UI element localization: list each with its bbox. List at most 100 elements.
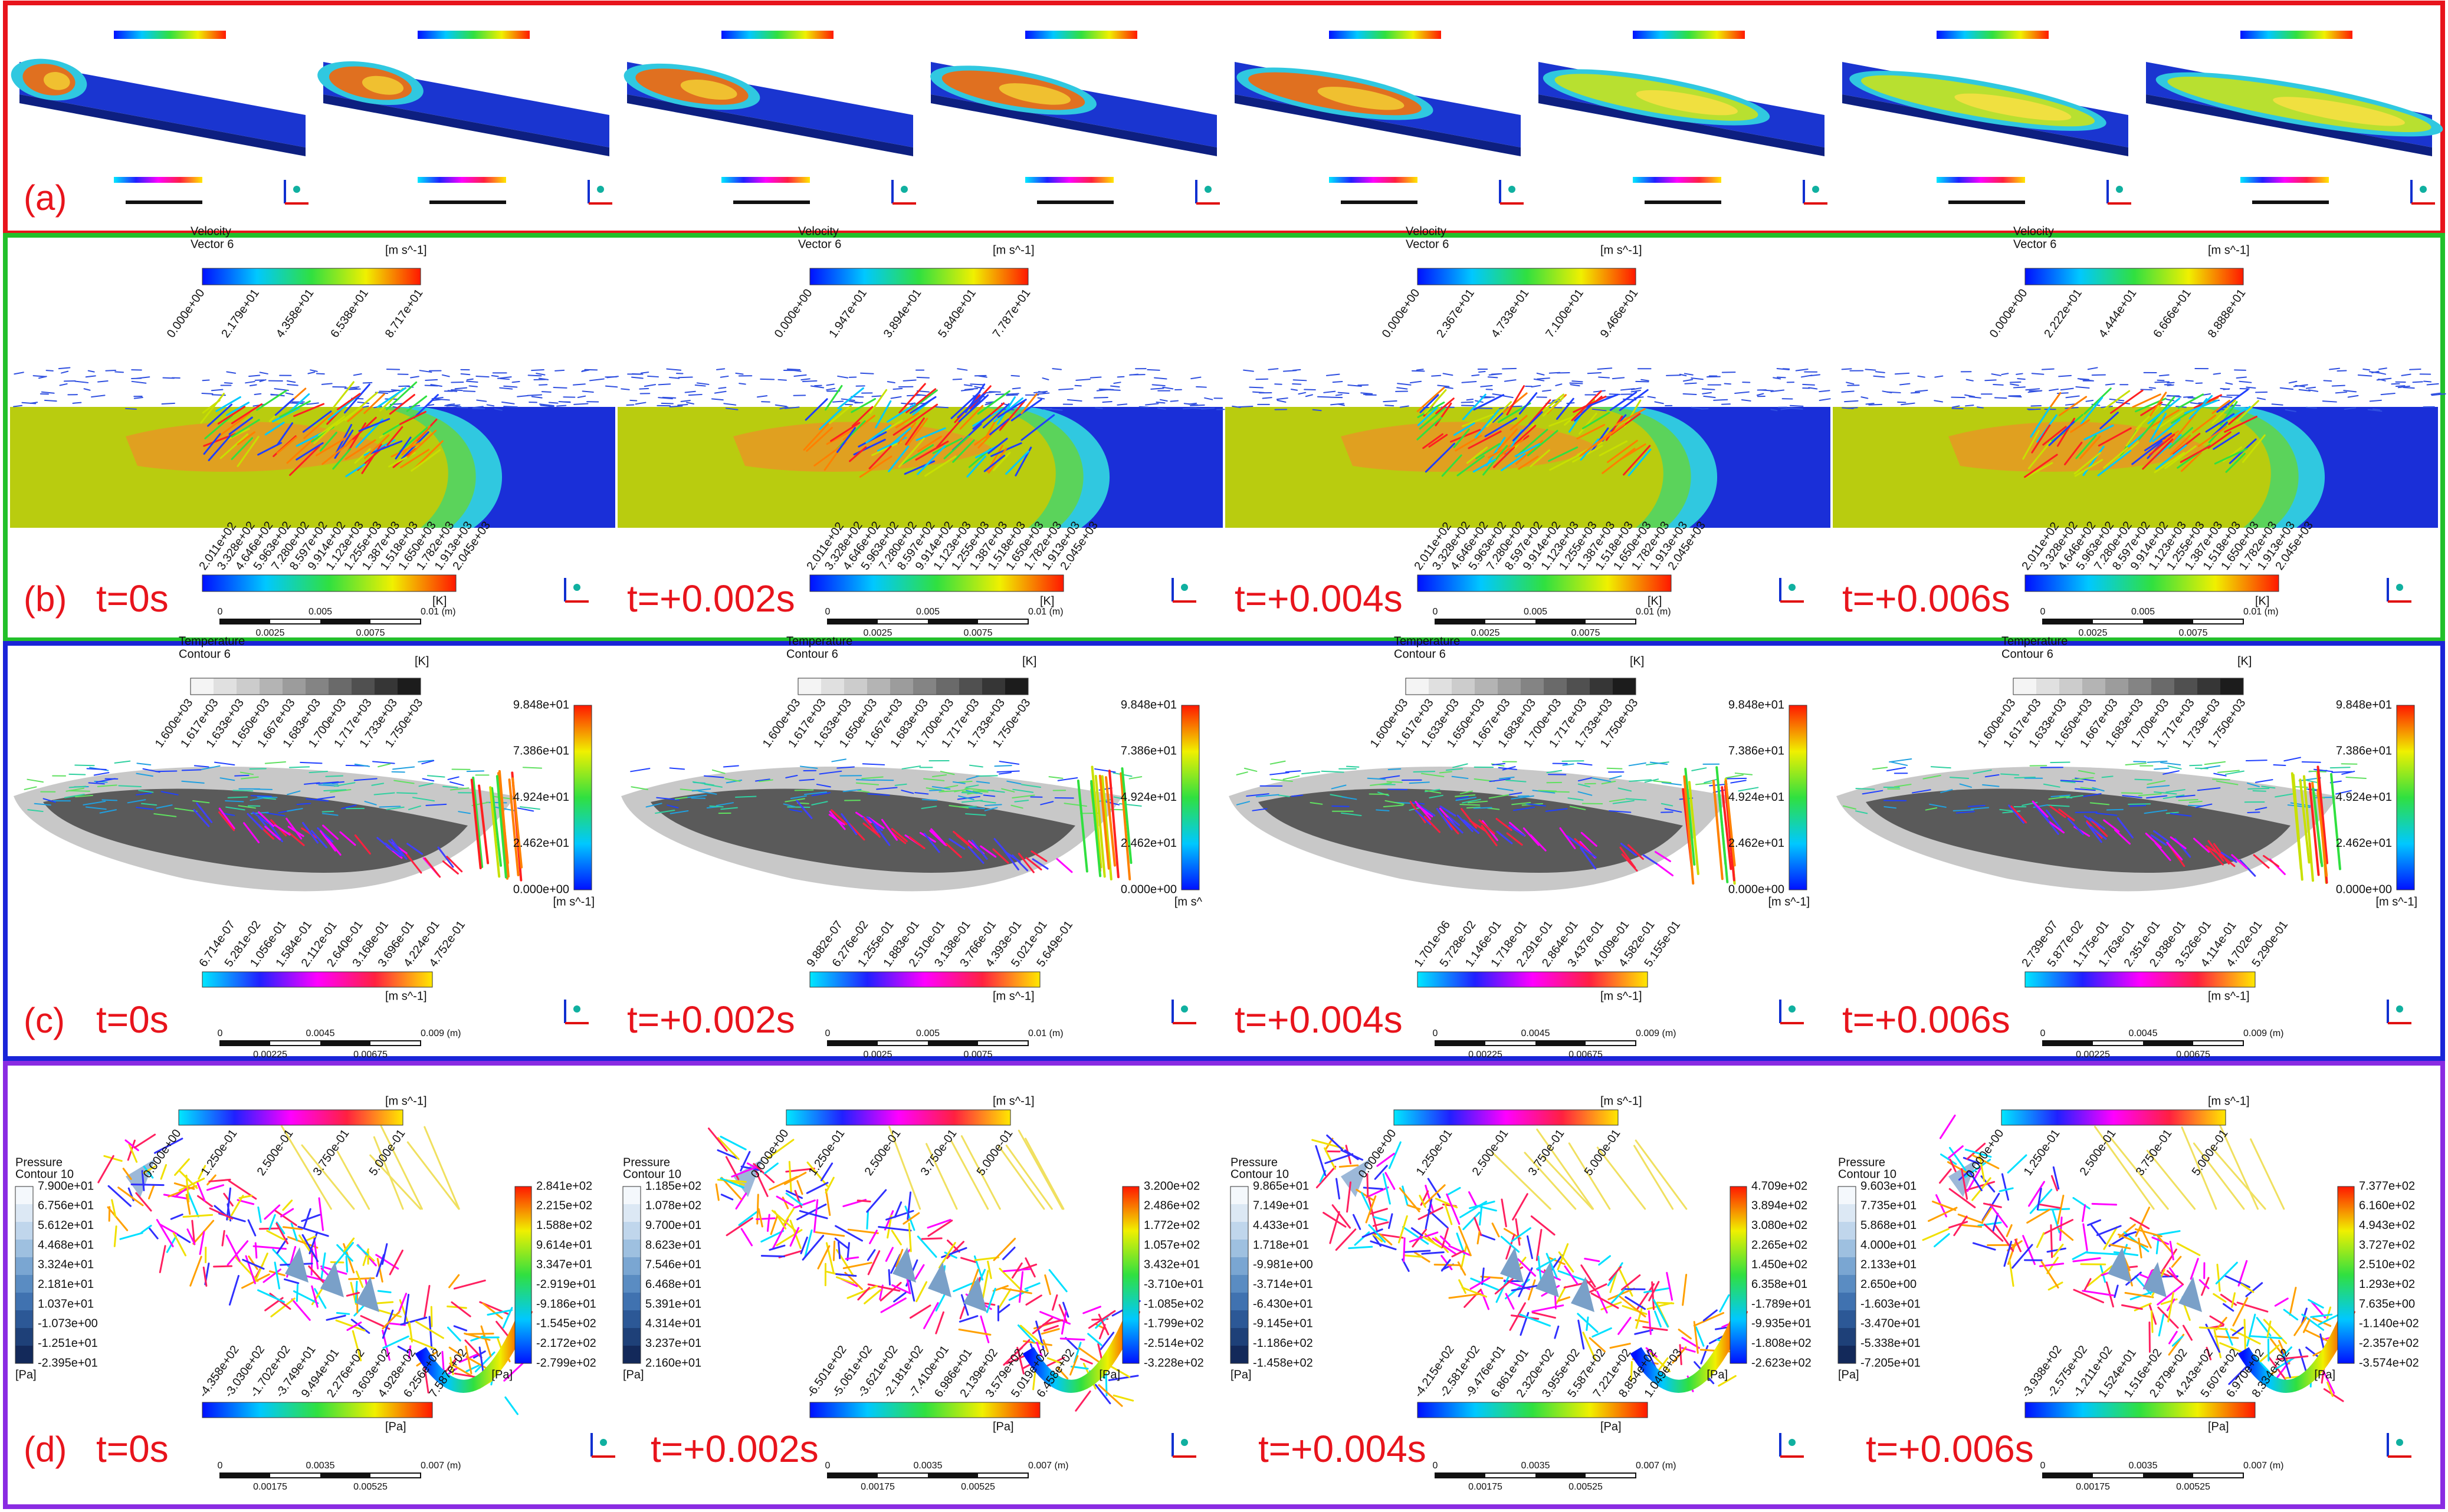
vector-arrow xyxy=(2166,842,2183,861)
vector-arrow xyxy=(876,787,898,790)
vector-arrow xyxy=(786,368,801,371)
vector-arrow xyxy=(317,796,336,800)
vector-arrow xyxy=(2337,370,2347,372)
vector-arrow xyxy=(958,1329,992,1336)
vector-arrow xyxy=(1014,800,1029,803)
vector-arrow xyxy=(888,445,910,472)
vector-arrow xyxy=(1159,399,1168,402)
vector-arrow xyxy=(1388,1213,1393,1230)
vector-arrow xyxy=(958,394,989,422)
colorbar-step xyxy=(1521,678,1544,695)
vector-arrow xyxy=(266,1230,285,1241)
vector-arrow xyxy=(287,790,301,796)
vector-arrow xyxy=(2133,761,2147,762)
vector-arrow xyxy=(1958,1170,1970,1181)
vector-arrow xyxy=(173,1182,195,1190)
colorbar-tick-label: 7.377e+02 xyxy=(2359,1179,2415,1192)
vector-arrow xyxy=(239,771,254,775)
vector-arrow xyxy=(992,848,1009,864)
vector-arrow xyxy=(353,373,362,376)
vector-arrow xyxy=(966,775,979,780)
vector-arrow xyxy=(1443,386,1453,389)
vector-arrow xyxy=(2310,1313,2333,1318)
vector-arrow xyxy=(369,440,403,455)
vector-arrow xyxy=(2330,773,2342,870)
vector-arrow xyxy=(1620,843,1637,856)
vector-arrow xyxy=(2009,1258,2014,1287)
vector-arrow xyxy=(1541,1155,1593,1210)
vector-arrow xyxy=(1416,369,1424,371)
vector-arrow xyxy=(2067,817,2084,836)
vector-arrow xyxy=(259,379,267,383)
vector-arrow xyxy=(389,1250,403,1276)
vector-arrow xyxy=(2253,854,2270,869)
vector-arrow xyxy=(2103,819,2120,833)
colorbar-tick-label: -1.251e+01 xyxy=(38,1337,98,1350)
colorbar-tick-label: -9.935e+01 xyxy=(1751,1317,1812,1330)
vector-arrow xyxy=(1416,804,1433,818)
vector-arrow xyxy=(64,794,85,798)
vector-arrow xyxy=(1537,377,1550,380)
vector-arrow xyxy=(2308,389,2319,392)
colorbar-subtitle: Vector 6 xyxy=(798,238,841,251)
vector-arrow xyxy=(249,384,257,387)
vector-arrow xyxy=(1522,827,1540,846)
vector-arrow xyxy=(1627,448,1652,476)
vector-arrow xyxy=(259,372,268,374)
colorbar-title: Pressure xyxy=(1230,1156,1278,1169)
vector-arrow xyxy=(1493,446,1515,468)
vector-arrow xyxy=(2169,1241,2174,1261)
vector-arrow xyxy=(2224,770,2244,775)
colorbar-tick-label: 2.500e-01 xyxy=(1470,1127,1511,1178)
vector-arrow xyxy=(847,1228,879,1234)
vector-arrow xyxy=(13,405,23,407)
colorbar-step xyxy=(1230,1310,1248,1329)
vector-arrow xyxy=(2083,387,2112,415)
vector-arrow xyxy=(1953,1215,1968,1237)
colorbar-unit: [K] xyxy=(432,594,447,607)
colorbar-step xyxy=(2082,678,2106,695)
axis-triad xyxy=(573,584,580,591)
vector-arrow xyxy=(2079,435,2101,459)
colorbar-step xyxy=(982,678,1006,695)
vector-arrow xyxy=(2129,1217,2150,1230)
vector-arrow xyxy=(2138,419,2156,441)
vector-arrow xyxy=(1968,396,1981,399)
vector-arrow xyxy=(2134,1276,2152,1295)
vector-arrow xyxy=(1476,1231,1481,1245)
vector-arrow xyxy=(1052,368,1062,370)
vector-arrow xyxy=(316,781,339,784)
vector-arrow xyxy=(1506,385,1525,416)
colorbar-tick-label: 7.787e+01 xyxy=(990,287,1033,340)
vector-arrow xyxy=(2092,787,2105,792)
vector-arrow xyxy=(901,790,914,794)
vector-arrow xyxy=(1841,390,1855,393)
vector-arrow xyxy=(2271,403,2283,406)
vector-arrow xyxy=(577,395,586,398)
vector-arrow xyxy=(99,809,117,814)
colorbar-step xyxy=(1838,1328,1856,1346)
colorbar-subtitle: Contour 6 xyxy=(786,647,838,660)
vector-arrow xyxy=(2060,780,2084,783)
vector-arrow xyxy=(2195,803,2213,808)
colorbar-tick-label: 8.623e+01 xyxy=(645,1238,701,1251)
vector-arrow xyxy=(1640,379,1649,382)
vector-arrow xyxy=(1948,1145,1964,1159)
vector-arrow xyxy=(2146,785,2170,788)
vector-arrow xyxy=(2329,767,2351,769)
vector-arrow xyxy=(1337,403,1346,406)
colorbar-tick-label: 0.000e+00 xyxy=(1987,287,2030,340)
colorbar-tick-label: 1.185e+02 xyxy=(645,1179,701,1192)
vector-arrow xyxy=(1679,373,1687,377)
vector-arrow xyxy=(2164,445,2197,469)
colorbar-tick-label: 3.080e+02 xyxy=(1751,1219,1807,1232)
colorbar-tick-label: 2.462e+01 xyxy=(1121,837,1177,850)
vector-arrow xyxy=(228,416,253,435)
vector-arrow xyxy=(1475,443,1501,459)
panel-c-frame xyxy=(3,641,2445,1061)
vector-arrow xyxy=(288,393,310,414)
vector-arrow xyxy=(1416,387,1445,412)
colorbar-outline xyxy=(1122,1186,1140,1364)
vector-arrow xyxy=(838,1241,841,1260)
